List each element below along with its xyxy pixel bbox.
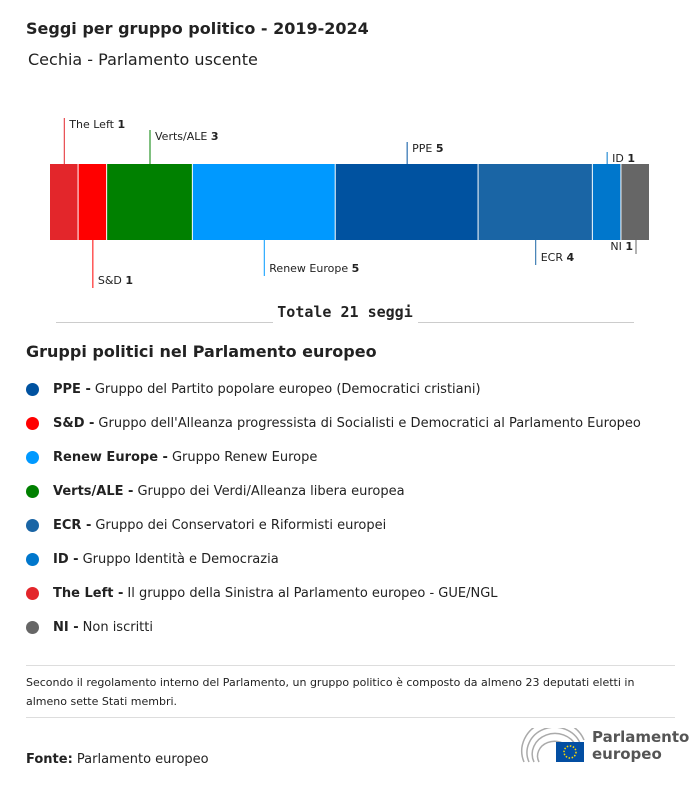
legend-dot-icon — [26, 552, 39, 566]
data-label: The Left 1 — [68, 118, 125, 131]
legend-dot-icon — [26, 416, 39, 430]
bar-segment-ID — [592, 164, 621, 240]
legend-desc: Gruppo dell'Alleanza progressista di Soc… — [98, 415, 641, 431]
legend-desc: Il gruppo della Sinistra al Parlamento e… — [127, 585, 498, 601]
legend-abbr: S&D - — [53, 415, 95, 431]
legend-desc: Gruppo dei Verdi/Alleanza libera europea — [137, 483, 405, 499]
legend-abbr: NI - — [53, 619, 79, 635]
legend-item: ID - Gruppo Identità e Democrazia — [26, 542, 641, 576]
legend-dot-icon — [26, 620, 39, 634]
data-label: Renew Europe 5 — [269, 262, 359, 275]
chart-title: Seggi per gruppo politico - 2019-2024 — [26, 19, 369, 38]
legend-desc: Gruppo Renew Europe — [171, 449, 318, 465]
bar-segment-The Left — [50, 164, 78, 240]
legend-dot-icon — [26, 382, 39, 396]
chart-subtitle: Cechia - Parlamento uscente — [28, 50, 258, 69]
bar-segment-S&D — [78, 164, 107, 240]
legend-abbr: Verts/ALE - — [53, 483, 134, 499]
legend-dot-icon — [26, 518, 39, 532]
legend-desc: Gruppo dei Conservatori e Riformisti eur… — [95, 517, 387, 533]
data-label: NI 1 — [610, 240, 633, 253]
bar-segment-NI — [621, 164, 649, 240]
legend-item: ECR - Gruppo dei Conservatori e Riformist… — [26, 508, 641, 542]
total-label: Totale 21 seggi — [277, 303, 413, 321]
source-label: Fonte: — [26, 752, 73, 767]
legend-item: PPE - Gruppo del Partito popolare europeo… — [26, 372, 641, 406]
legend-item: Verts/ALE - Gruppo dei Verdi/Alleanza lib… — [26, 474, 641, 508]
hemicycle-eu-flag-icon — [521, 728, 585, 763]
legend-item: Renew Europe - Gruppo Renew Europe — [26, 440, 641, 474]
bar-segment-Renew Europe — [192, 164, 335, 240]
legend-desc: Gruppo del Partito popolare europeo (Dem… — [94, 381, 481, 397]
legend-abbr: ID - — [53, 551, 79, 567]
source-value: Parlamento europeo — [76, 752, 209, 767]
divider-line — [56, 322, 273, 323]
bar-segment-PPE — [335, 164, 478, 240]
legend-desc: Gruppo Identità e Democrazia — [82, 551, 279, 567]
data-label: ECR 4 — [541, 251, 575, 264]
bar-segment-ECR — [478, 164, 592, 240]
legend-dot-icon — [26, 484, 39, 498]
logo-line2: europeo — [592, 745, 662, 763]
legend-abbr: ECR - — [53, 517, 92, 533]
legend-item: S&D - Gruppo dell'Alleanza progressista d… — [26, 406, 641, 440]
ep-logo: Parlamento europeo — [520, 728, 689, 764]
legend: PPE - Gruppo del Partito popolare europeo… — [26, 372, 641, 644]
legend-dot-icon — [26, 586, 39, 600]
legend-abbr: The Left - — [53, 585, 124, 601]
divider — [26, 717, 675, 718]
stacked-bar-chart: The Left 1 S&D 1 Verts/ALE 3 Renew Europe 5… — [50, 118, 649, 288]
bar-segment-Verts/ALE — [107, 164, 192, 240]
legend-item: The Left - Il gruppo della Sinistra al Pa… — [26, 576, 641, 610]
source: Fonte: Parlamento europeo — [26, 752, 209, 767]
legend-abbr: Renew Europe - — [53, 449, 168, 465]
data-label: PPE 5 — [412, 142, 443, 155]
footnote: Secondo il regolamento interno del Parla… — [26, 676, 635, 708]
data-label: ID 1 — [612, 152, 635, 165]
legend-desc: Non iscritti — [82, 619, 153, 635]
legend-title: Gruppi politici nel Parlamento europeo — [26, 342, 377, 361]
data-label: Verts/ALE 3 — [155, 130, 218, 143]
legend-item: NI - Non iscritti — [26, 610, 641, 644]
legend-abbr: PPE - — [53, 381, 91, 397]
divider — [26, 665, 675, 666]
logo-line1: Parlamento — [592, 728, 690, 746]
data-label: S&D 1 — [98, 274, 133, 287]
divider-line — [418, 322, 634, 323]
legend-dot-icon — [26, 450, 39, 464]
